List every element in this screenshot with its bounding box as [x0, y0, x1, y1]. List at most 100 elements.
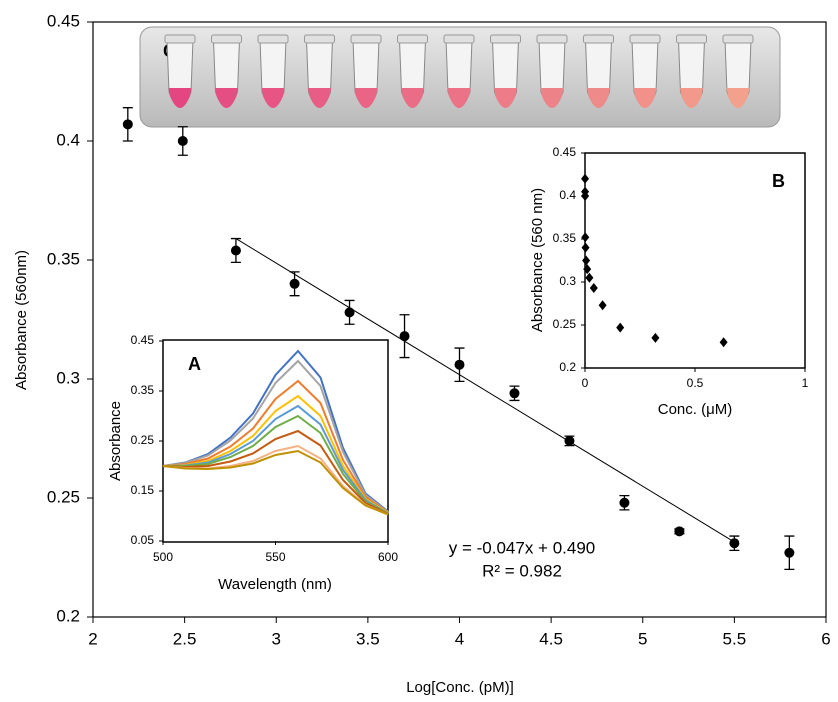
tube-liquid [587, 88, 610, 108]
fit-equation: y = -0.047x + 0.490 [449, 538, 596, 557]
y-tick-label: 0.35 [131, 383, 155, 397]
panel-label: A [188, 354, 201, 374]
data-point [729, 538, 740, 549]
tube-cap [722, 34, 754, 44]
tube-cap [350, 34, 382, 44]
spectrum-line [162, 404, 389, 515]
y-tick-label: 0.3 [559, 274, 576, 288]
data-point [122, 119, 133, 130]
data-point [454, 359, 465, 370]
data-point [719, 337, 728, 348]
y-tick-label: 0.4 [56, 130, 80, 149]
data-point [581, 191, 590, 201]
tube-liquid [354, 88, 378, 108]
tube-liquid [168, 88, 192, 108]
data-point [585, 272, 594, 283]
y-tick-label: 0.35 [553, 231, 577, 245]
tube-cap [536, 34, 568, 44]
y-tick-label: 0.25 [47, 487, 80, 506]
tube-cap [583, 34, 614, 44]
data-point [581, 242, 590, 253]
x-tick-label: 4 [455, 629, 464, 648]
tube-liquid [215, 88, 238, 108]
panel-label: B [772, 171, 785, 191]
y-axis-title: Absorbance (560 nm) [529, 188, 546, 332]
x-axis-title: Wavelength (nm) [218, 576, 332, 593]
x-tick-label: 5 [638, 629, 647, 648]
x-tick-label: 4.5 [539, 629, 563, 648]
x-axis-title: Conc. (μM) [658, 401, 732, 418]
x-axis-title: Log[Conc. (pM)] [406, 679, 514, 696]
tube-cap [304, 34, 335, 44]
data-point [598, 300, 607, 311]
y-tick-label: 0.45 [553, 145, 577, 159]
y-tick-label: 0.2 [559, 360, 576, 374]
data-point [784, 547, 795, 558]
data-point [616, 322, 625, 333]
data-point [344, 307, 355, 318]
tube-liquid [401, 88, 424, 108]
y-tick-label: 0.3 [56, 368, 80, 387]
y-axis-title: Absorbance (560nm) [13, 250, 30, 390]
tube-cap [676, 34, 707, 44]
x-tick-label: 5.5 [723, 629, 747, 648]
data-point [651, 332, 660, 343]
tube-liquid [308, 88, 331, 108]
y-tick-label: 0.45 [47, 11, 80, 30]
x-tick-label: 600 [378, 550, 398, 564]
tube-cap [397, 34, 428, 44]
x-tick-label: 1 [802, 376, 809, 390]
spectrum-line [162, 449, 389, 516]
inset-b-frame [584, 152, 806, 369]
tube-cap [211, 34, 242, 44]
y-tick-label: 0.05 [131, 533, 155, 547]
x-tick-label: 500 [153, 550, 173, 564]
spectrum-line [163, 414, 389, 515]
y-tick-label: 0.35 [47, 249, 80, 268]
tube-liquid [447, 88, 471, 108]
data-point [581, 232, 590, 243]
spectrum-line [162, 349, 389, 513]
data-point [619, 497, 630, 508]
data-point [177, 136, 188, 146]
spectrum-line [162, 379, 389, 514]
tube-liquid [261, 88, 285, 108]
data-point [583, 264, 592, 275]
tube-cap [629, 34, 661, 44]
y-tick-label: 0.25 [131, 433, 155, 447]
data-point [589, 283, 598, 294]
tube-liquid [494, 88, 517, 108]
y-tick-label: 0.15 [131, 483, 155, 497]
fit-r-squared: R² = 0.982 [482, 561, 562, 580]
x-tick-label: 0.5 [687, 376, 704, 390]
x-tick-label: 3.5 [356, 629, 380, 648]
data-point [509, 388, 520, 399]
x-tick-label: 550 [265, 550, 285, 564]
tube-cap [164, 34, 196, 44]
y-tick-label: 0.25 [553, 317, 577, 331]
y-tick-label: 0.45 [131, 333, 155, 347]
y-axis-title: Absorbance [107, 401, 124, 481]
tube-liquid [540, 88, 564, 108]
y-tick-label: 0.2 [56, 606, 80, 625]
tube-liquid [680, 88, 703, 108]
tube-cap [490, 34, 521, 44]
x-tick-label: 2 [88, 629, 97, 648]
y-tick-label: 0.4 [559, 188, 576, 202]
tube-liquid [633, 88, 657, 108]
tube-cap [443, 34, 475, 44]
x-tick-label: 2.5 [173, 629, 197, 648]
spectrum-line [162, 429, 389, 515]
tube-liquid [726, 88, 750, 108]
photo-inset: C [139, 26, 781, 128]
data-point [674, 526, 685, 537]
x-tick-label: 3 [272, 629, 281, 648]
x-tick-label: 6 [821, 629, 830, 648]
spectrum-line [162, 394, 389, 514]
data-point [564, 435, 575, 446]
spectrum-line [162, 359, 389, 513]
tube-cap [257, 34, 289, 44]
data-point [230, 245, 241, 256]
data-point [289, 278, 300, 289]
